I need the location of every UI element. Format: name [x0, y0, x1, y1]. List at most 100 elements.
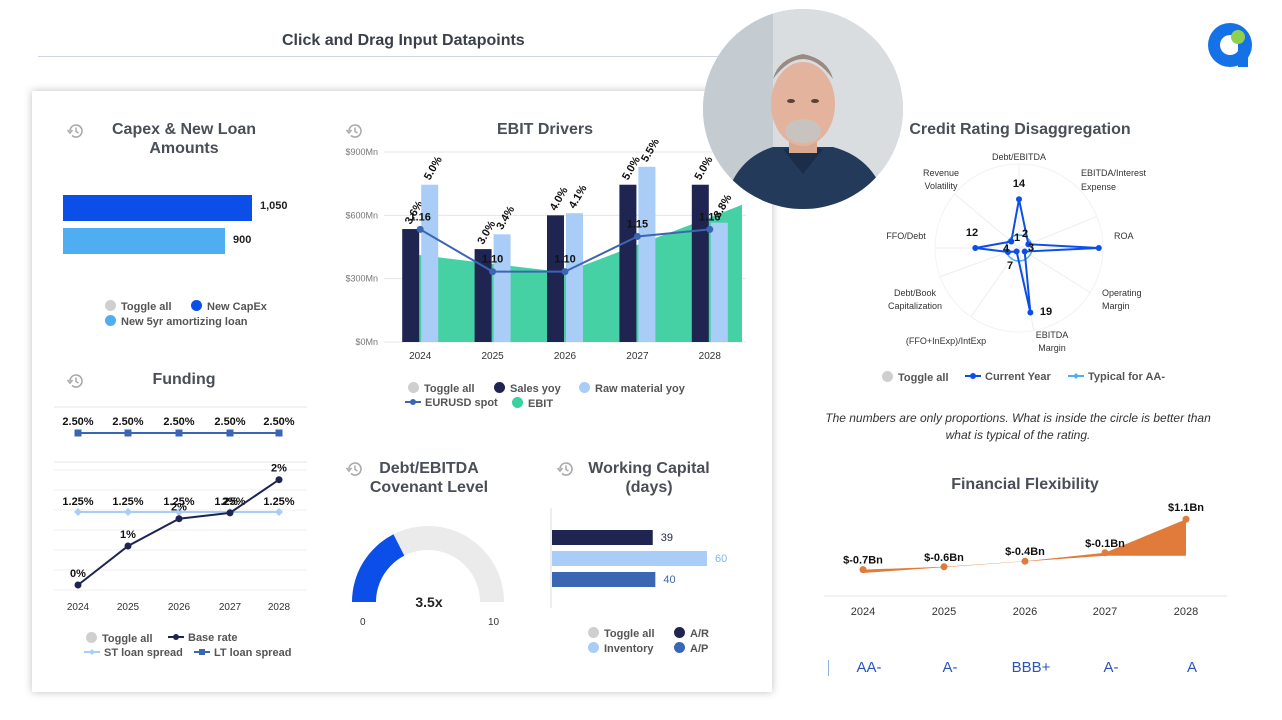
- radar-axis-label: Capitalization: [888, 301, 942, 311]
- funding-chart[interactable]: 2.50% 2.50% 2.50% 2.50% 2.50% 1.25% 1.25% 1.25%…: [52, 402, 312, 617]
- inner-label: 1: [1014, 232, 1020, 244]
- credit-legend-toggle[interactable]: Toggle all: [882, 371, 949, 384]
- st-point: [175, 508, 183, 516]
- flexibility-point: [940, 563, 948, 571]
- st-label: 1.25%: [263, 496, 294, 508]
- wc-legend-ap[interactable]: A/P: [674, 642, 708, 655]
- lt-point: [175, 429, 183, 437]
- eurusd-point: [489, 268, 497, 276]
- financial-flexibility-chart[interactable]: $-0.7Bn $-0.6Bn $-0.4Bn $-0.1Bn $1.1Bn 2024 20…: [822, 500, 1232, 625]
- raw-material-bar: [638, 166, 656, 342]
- wc-legend-toggle[interactable]: Toggle all: [588, 627, 655, 640]
- wc-value: 40: [663, 574, 675, 586]
- base-rate-point: [124, 542, 132, 550]
- st-point: [74, 508, 82, 516]
- flexibility-label: $-0.4Bn: [1005, 546, 1045, 558]
- radar-axis-label: FFO/Debt: [886, 231, 926, 241]
- wc-legend-ar[interactable]: A/R: [674, 627, 709, 640]
- y-tick-label: $900Mn: [345, 147, 378, 157]
- flexibility-label: $1.1Bn: [1168, 502, 1204, 514]
- radar-spoke: [1018, 247, 1035, 331]
- funding-legend-lt[interactable]: LT loan spread: [194, 647, 291, 659]
- brand-logo: [1207, 22, 1253, 68]
- ratings-row: AA- A- BBB+ A- A: [822, 659, 1232, 679]
- radar-axis-label: Expense: [1081, 182, 1116, 192]
- history-icon[interactable]: [556, 460, 574, 478]
- new-loan-bar[interactable]: [63, 228, 225, 254]
- capex-legend-toggle[interactable]: Toggle all: [105, 300, 172, 313]
- history-icon[interactable]: [66, 122, 84, 140]
- current-value-label: 14: [1013, 178, 1026, 190]
- radar-axis-label: (FFO+InExp)/IntExp: [906, 336, 986, 346]
- eurusd-label: 1.10: [554, 254, 575, 266]
- wc-bar: [552, 530, 653, 545]
- lt-label: 2.50%: [214, 416, 245, 428]
- base-rate-point: [275, 476, 283, 484]
- wc-legend-inventory[interactable]: Inventory: [588, 642, 654, 655]
- credit-rating-label: A-: [1103, 659, 1119, 676]
- ebit-legend-eurusd[interactable]: EURUSD spot: [405, 397, 498, 409]
- y-tick-label: $300Mn: [345, 274, 378, 284]
- st-label: 1.25%: [62, 496, 93, 508]
- gauge-fill: [352, 534, 405, 602]
- history-icon[interactable]: [66, 372, 84, 390]
- raw-material-label: 4.1%: [567, 183, 590, 211]
- history-icon[interactable]: [345, 460, 363, 478]
- credit-note: The numbers are only proportions. What i…: [825, 411, 1211, 442]
- flex-title: Financial Flexibility: [951, 476, 1099, 493]
- new-capex-bar[interactable]: [63, 195, 252, 221]
- x-tick-label: 2024: [409, 351, 432, 362]
- current-value-label: 19: [1040, 306, 1052, 318]
- new-loan-value: 900: [233, 234, 252, 246]
- x-tick-label: 2024: [67, 602, 90, 613]
- current-year-point: [1016, 196, 1022, 203]
- ebit-legend-raw[interactable]: Raw material yoy: [579, 382, 685, 395]
- sales-label: 4.0%: [548, 185, 571, 213]
- wc-bar: [552, 551, 707, 566]
- sales-bar: [474, 249, 492, 342]
- credit-radar-chart[interactable]: 14 2 19 7 12 413 Debt/EBITDA EBITDA/Interest Exp…: [862, 145, 1182, 360]
- eurusd-label: 1.15: [627, 218, 648, 230]
- capex-legend-new-loan[interactable]: New 5yr amortizing loan: [105, 315, 248, 328]
- current-year-point: [1027, 309, 1034, 316]
- wc-value: 39: [661, 532, 673, 544]
- current-year-point: [1004, 249, 1011, 256]
- credit-rating-label: A-: [942, 659, 958, 676]
- eurusd-point: [706, 225, 714, 233]
- current-value-label: 2: [1022, 228, 1028, 240]
- funding-legend-toggle[interactable]: Toggle all: [86, 632, 153, 645]
- base-rate-label: 2%: [171, 502, 187, 514]
- credit-legend-current[interactable]: Current Year: [965, 371, 1051, 383]
- ebit-legend-toggle[interactable]: Toggle all: [408, 382, 475, 395]
- base-rate-point: [175, 515, 183, 523]
- working-capital-chart[interactable]: 39 60 40: [548, 506, 738, 610]
- ebit-legend-ebit[interactable]: EBIT: [512, 397, 553, 410]
- header-divider: [38, 56, 718, 57]
- history-icon[interactable]: [345, 122, 363, 140]
- covenant-gauge[interactable]: [348, 522, 510, 606]
- base-rate-label: 0%: [70, 568, 86, 580]
- radar-spoke: [954, 193, 1020, 249]
- capex-legend-new-capex[interactable]: New CapEx: [191, 300, 267, 313]
- current-year-point: [1013, 248, 1020, 255]
- base-rate-label: 1%: [120, 529, 136, 541]
- wc-bar: [552, 572, 656, 587]
- raw-material-label: 5.0%: [422, 154, 445, 182]
- current-year-point: [972, 245, 979, 251]
- x-tick-label: 2028: [268, 602, 291, 613]
- x-tick-label: 2025: [932, 606, 956, 618]
- raw-material-bar: [566, 213, 583, 342]
- credit-legend-typical[interactable]: Typical for AA-: [1068, 371, 1165, 383]
- working-capital-title: Working Capital (days): [588, 460, 710, 496]
- lt-label: 2.50%: [263, 416, 294, 428]
- ebit-legend-sales[interactable]: Sales yoy: [494, 382, 561, 395]
- current-value-label: 4: [1003, 243, 1010, 255]
- current-year-point: [1008, 238, 1015, 245]
- funding-legend-st[interactable]: ST loan spread: [84, 647, 183, 659]
- radar-axis-label: Margin: [1102, 301, 1130, 311]
- radar-axis-label: Debt/EBITDA: [992, 152, 1046, 162]
- flexibility-label: $-0.1Bn: [1085, 538, 1125, 550]
- funding-legend-base[interactable]: Base rate: [168, 632, 238, 644]
- sales-bar: [691, 184, 709, 342]
